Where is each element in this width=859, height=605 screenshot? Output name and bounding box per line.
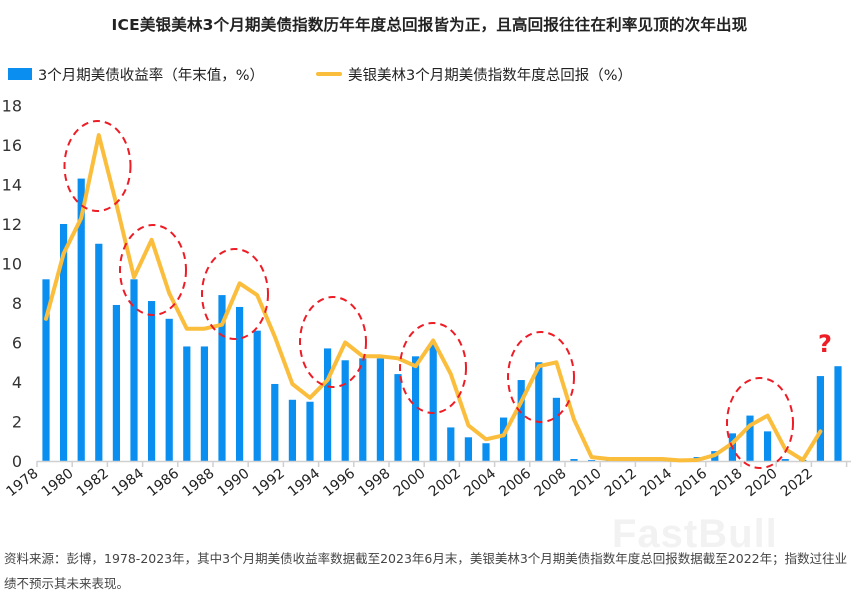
highlight-ellipse [299,296,367,388]
bar [112,304,120,461]
x-tick-label: 1980 [39,466,77,501]
question-mark-annotation: ? [818,330,832,358]
bar [429,344,437,461]
legend-line-label: 美银美林3个月期美债指数年度总回报（%） [348,67,633,84]
line-series-swatch-icon [316,72,343,76]
bar [517,380,525,461]
x-tick-label: 1986 [144,465,182,500]
bar [60,224,68,461]
bar [552,397,560,461]
x-tick-label: 1992 [250,466,288,501]
bar [535,362,543,461]
x-tick-label: 1996 [320,465,358,500]
bar [306,401,314,461]
bar-series-swatch-icon [8,68,32,80]
bar [165,318,173,461]
bar [42,279,50,461]
x-tick-label: 2006 [496,465,534,500]
bar [816,376,824,461]
y-tick-label: 14 [2,176,22,195]
x-tick-label: 1982 [74,466,112,501]
bar [200,346,208,461]
chart-title: ICE美银美林3个月期美债指数历年年度总回报皆为正，且高回报往往在利率见顶的次年… [111,16,748,34]
bar [271,383,279,461]
bar [834,366,842,461]
bar [341,360,349,461]
bar [764,431,772,461]
x-tick-label: 2014 [637,465,675,500]
y-tick-label: 16 [2,136,22,155]
bar [376,358,384,461]
bar [570,459,578,461]
x-tick-label: 2018 [708,466,746,501]
y-tick-label: 18 [2,97,22,116]
source-note: 资料来源：彭博，1978-2023年，其中3个月期美债收益率数据截至2023年6… [4,551,848,591]
x-tick-label: 1998 [356,466,394,501]
watermark: FastBull [612,512,778,556]
bar [746,415,754,461]
x-tick-label: 2004 [461,465,499,500]
x-tick-label: 2012 [602,466,640,501]
y-tick-label: 2 [12,413,22,432]
highlight-ellipse [399,322,467,414]
bar [447,427,455,461]
x-tick-label: 2000 [391,466,429,501]
bar [148,301,156,461]
bar [77,178,85,461]
y-tick-label: 12 [2,215,22,234]
x-tick-label: 1984 [109,465,147,500]
highlight-ellipse [119,224,187,316]
legend-bar-label: 3个月期美债收益率（年末值，%） [38,67,265,84]
chart-legend: 3个月期美债收益率（年末值，%） 美银美林3个月期美债指数年度总回报（%） [8,64,632,84]
y-tick-label: 0 [12,452,22,471]
bar [588,460,596,461]
bar [95,243,103,461]
highlight-ellipse [63,120,132,212]
bar [482,443,490,461]
bar [183,346,191,461]
bar [288,399,296,461]
x-tick-label: 1994 [285,465,323,500]
x-tick-label: 2008 [532,466,570,501]
x-tick-label: 2002 [426,466,464,501]
bar [236,306,244,461]
x-tick-label: 2016 [672,465,710,500]
bar [412,356,420,461]
x-tick-label: 2022 [778,466,816,501]
bar [500,417,508,461]
y-tick-label: 4 [12,373,22,392]
bar [218,295,226,461]
y-tick-label: 10 [2,255,22,274]
bar [394,374,402,461]
x-tick-label: 2010 [567,466,605,501]
highlight-ellipse [507,331,575,423]
y-tick-label: 6 [12,334,22,353]
bar [464,437,472,461]
x-tick-label: 1978 [4,466,42,501]
bar [253,330,261,461]
highlight-ellipse [726,377,794,469]
bar [781,459,789,461]
bar [359,358,367,461]
highlight-ellipse [201,248,269,340]
x-tick-label: 2020 [743,466,781,501]
bar [324,348,332,461]
x-tick-label: 1988 [180,466,218,501]
bar [130,279,138,461]
y-tick-label: 8 [12,294,22,313]
x-tick-label: 1990 [215,466,253,501]
